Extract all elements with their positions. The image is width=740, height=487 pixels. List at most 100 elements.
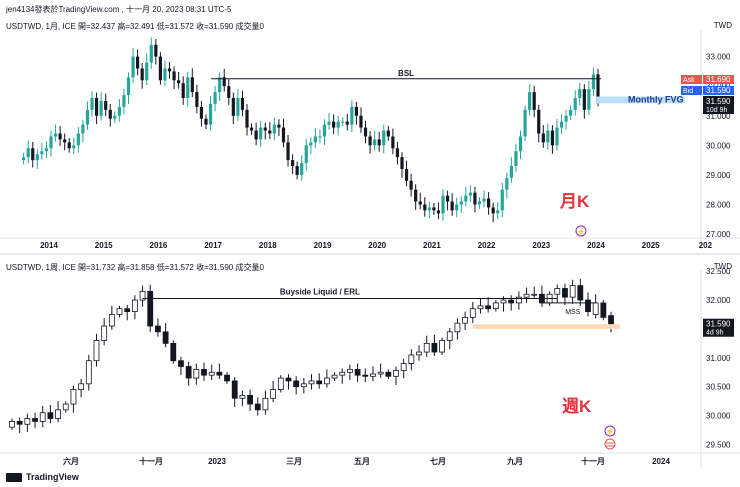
top-candle — [49, 136, 53, 149]
bottom-candle — [569, 285, 576, 298]
bottom-candle — [185, 366, 192, 379]
top-candle — [31, 148, 35, 161]
top-candle — [222, 77, 226, 87]
top-candle — [327, 121, 331, 125]
top-candle — [163, 68, 167, 81]
bottom-x-tick-label: 九月 — [506, 456, 523, 466]
top-x-tick-label: 2019 — [314, 241, 332, 250]
bottom-candle — [147, 290, 154, 327]
top-candle — [404, 168, 409, 181]
top-candle — [528, 92, 532, 110]
countdown-label: 10d 9h — [706, 107, 728, 114]
bottom-candle — [600, 302, 607, 318]
top-x-tick-label: 2017 — [204, 241, 222, 250]
top-candle — [53, 133, 58, 137]
lightning-icon-glyph: ⚡ — [606, 427, 615, 436]
ask-label: Ask — [683, 77, 695, 84]
bottom-candle — [416, 351, 422, 356]
bottom-candle — [492, 302, 499, 310]
top-candle — [569, 109, 573, 116]
bottom-candle — [423, 342, 430, 353]
bottom-candle — [385, 371, 392, 377]
bottom-candle — [231, 380, 238, 399]
monthly-chart[interactable]: 33.00032.00031.00030.00029.00028.00027.0… — [0, 0, 740, 254]
top-candle — [559, 121, 564, 128]
bottom-candle — [477, 305, 484, 310]
monthly-fvg-zone — [596, 96, 685, 104]
bottom-x-tick-label: 2024 — [652, 457, 670, 466]
bottom-candle — [131, 299, 138, 312]
top-candle — [145, 62, 149, 81]
top-candle — [541, 133, 545, 143]
top-candle — [423, 204, 427, 211]
top-candle — [596, 74, 600, 99]
top-x-tick-label: 2024 — [587, 241, 605, 250]
top-candle — [354, 106, 359, 116]
bottom-candle — [523, 293, 530, 298]
bottom-candle — [277, 377, 284, 390]
top-candle — [117, 106, 121, 116]
top-x-tick-label: 2014 — [40, 241, 58, 250]
bsl-label: BSL — [398, 69, 414, 78]
bottom-candle — [62, 403, 69, 411]
bottom-candle — [546, 293, 553, 304]
bottom-candle — [247, 394, 253, 405]
top-candle — [505, 177, 509, 190]
top-y-tick-label: 31.000 — [706, 112, 731, 121]
top-candle — [231, 98, 235, 116]
top-candle — [491, 207, 495, 214]
top-candle — [546, 130, 550, 143]
weekly-k-label: 週K — [562, 397, 592, 416]
bottom-candle — [201, 368, 207, 376]
bottom-symbol-line: USDTWD, 1周, ICE 開=31.732 高=31.858 低=31.5… — [6, 263, 264, 272]
top-y-tick-label: 28.000 — [706, 200, 731, 209]
top-candle — [477, 201, 482, 205]
bottom-candle — [308, 380, 315, 385]
last-price-tag — [703, 96, 734, 114]
top-candle — [186, 77, 190, 99]
top-candle — [482, 198, 486, 202]
monthly-fvg-label: Monthly FVG — [628, 94, 684, 104]
top-candle — [368, 136, 372, 146]
top-candle — [309, 142, 313, 146]
bottom-candle — [354, 368, 361, 376]
top-candle — [341, 121, 345, 123]
publish-line: jen4134發表於TradingView.com , 十一月 20, 2023… — [6, 5, 232, 14]
bottom-candle — [239, 394, 246, 399]
mss-label: MSS — [565, 309, 581, 316]
top-candle — [35, 154, 39, 161]
top-candle — [573, 98, 577, 110]
footer-brand[interactable]: TradingView — [6, 472, 79, 482]
bottom-candle — [70, 389, 77, 405]
top-symbol-line: USDTWD, 1月, ICE 開=32.437 高=32.491 低=31.5… — [6, 22, 264, 31]
top-x-tick-label: 2021 — [423, 241, 441, 250]
top-candle — [550, 130, 555, 146]
top-candle — [400, 157, 404, 169]
top-x-tick-label: 2015 — [95, 241, 113, 250]
top-candle — [136, 56, 140, 69]
bottom-y-tick-label: 30.000 — [706, 412, 731, 421]
bottom-candle — [78, 383, 85, 391]
top-candle — [363, 127, 368, 137]
bottom-candle — [254, 403, 261, 411]
bottom-candle — [193, 368, 200, 379]
top-candle — [432, 207, 436, 211]
bottom-candle — [446, 331, 453, 341]
top-candle — [391, 136, 395, 149]
top-candle — [591, 74, 596, 90]
lightning-icon-glyph: ⚡ — [577, 227, 586, 236]
bottom-candle — [178, 360, 184, 367]
top-candle — [213, 92, 217, 104]
top-x-tick-label: 202 — [699, 241, 713, 250]
top-candle — [441, 195, 445, 214]
top-candle — [268, 130, 272, 134]
top-candle — [72, 145, 76, 149]
top-y-tick-label: 33.000 — [706, 53, 731, 62]
top-candle — [249, 127, 254, 131]
bottom-y-tick-label: 30.500 — [706, 383, 731, 392]
top-candle — [236, 98, 240, 116]
top-candle — [578, 89, 582, 99]
top-candle — [582, 89, 586, 110]
top-candle — [63, 139, 67, 143]
bottom-y-tick-label: 31.000 — [706, 354, 731, 363]
